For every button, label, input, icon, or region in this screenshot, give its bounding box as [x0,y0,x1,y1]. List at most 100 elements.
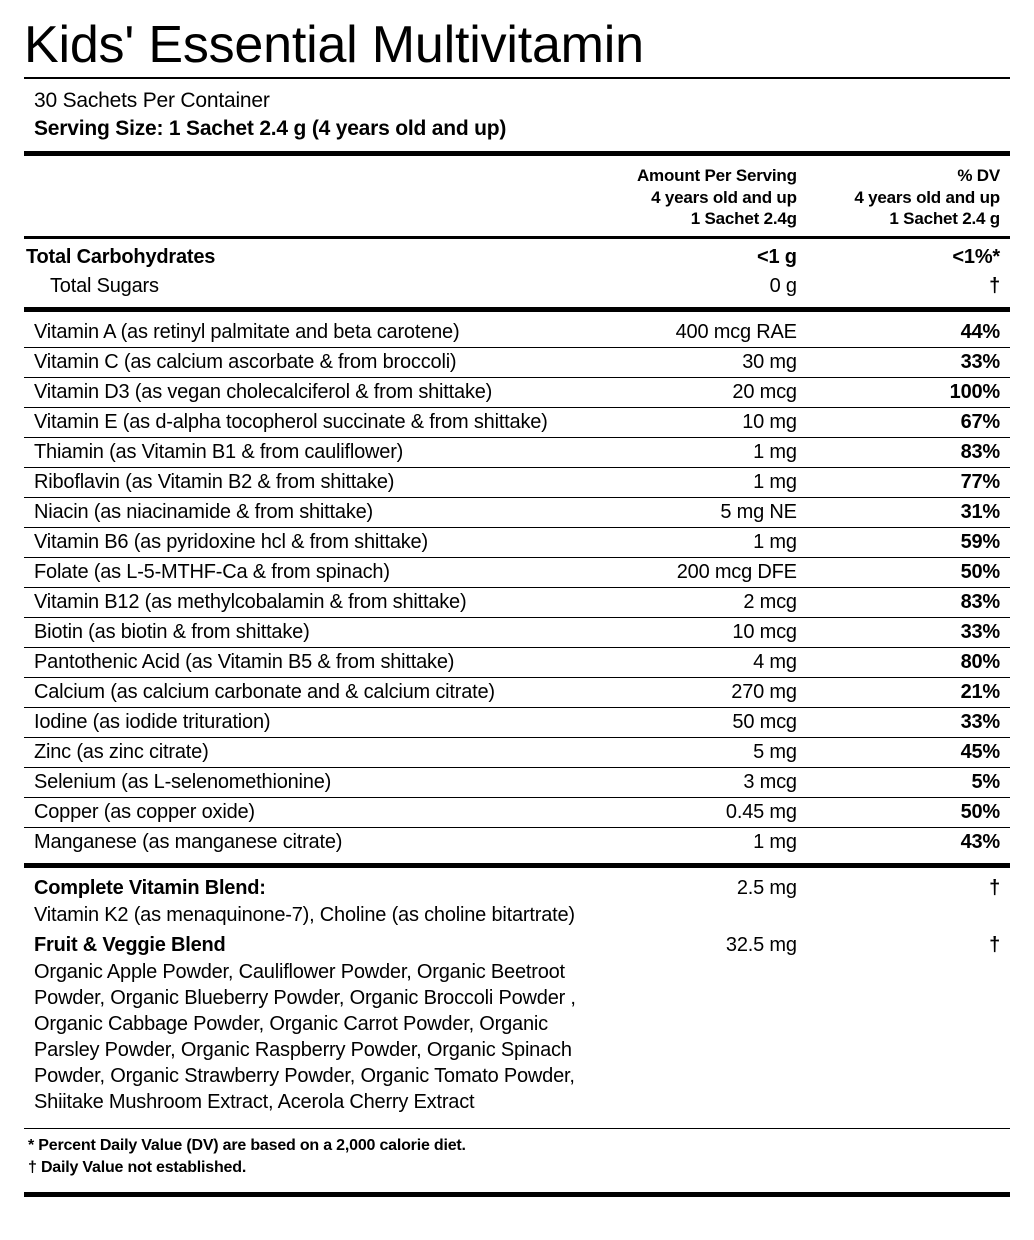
carb-section: Total Carbohydrates<1 g<1%*Total Sugars0… [24,243,1010,301]
nutrient-dv: 21% [813,678,1010,708]
nutrient-name: Total Carbohydrates [24,243,596,272]
nutrient-name: Folate (as L-5-MTHF-Ca & from spinach) [24,558,596,588]
nutrient-amount: 0 g [596,272,813,301]
nutrient-name: Vitamin C (as calcium ascorbate & from b… [24,348,596,378]
nutrient-dv: 5% [813,768,1010,798]
nutrient-dv: 59% [813,528,1010,558]
nutrient-amount: <1 g [596,243,813,272]
table-row: Iodine (as iodide trituration)50 mcg33% [24,708,1010,738]
nutrient-amount: 3 mcg [596,768,813,798]
amount-header: Amount Per Serving 4 years old and up 1 … [596,162,813,232]
nutrient-amount: 200 mcg DFE [596,558,813,588]
blend-amount: 2.5 mg [596,874,813,931]
nutrient-amount: 270 mg [596,678,813,708]
table-row: Vitamin B12 (as methylcobalamin & from s… [24,588,1010,618]
nutrient-name: Pantothenic Acid (as Vitamin B5 & from s… [24,648,596,678]
nutrient-dv: 80% [813,648,1010,678]
nutrient-dv: 44% [813,318,1010,348]
nutrient-name: Total Sugars [24,272,596,301]
divider [24,236,1010,239]
nutrient-amount: 1 mg [596,468,813,498]
blend-dv: † [813,931,1010,1118]
table-row: Total Carbohydrates<1 g<1%* [24,243,1010,272]
table-row: Riboflavin (as Vitamin B2 & from shittak… [24,468,1010,498]
nutrient-amount: 4 mg [596,648,813,678]
blend-name: Fruit & Veggie BlendOrganic Apple Powder… [24,931,596,1118]
column-headers: Amount Per Serving 4 years old and up 1 … [24,162,1010,232]
nutrient-amount: 400 mcg RAE [596,318,813,348]
table-row: Niacin (as niacinamide & from shittake)5… [24,498,1010,528]
nutrient-name: Manganese (as manganese citrate) [24,828,596,858]
nutrient-dv: 45% [813,738,1010,768]
nutrient-name: Niacin (as niacinamide & from shittake) [24,498,596,528]
nutrient-dv: 43% [813,828,1010,858]
nutrient-rows: Vitamin A (as retinyl palmitate and beta… [24,318,1010,857]
nutrient-name: Iodine (as iodide trituration) [24,708,596,738]
table-row: Pantothenic Acid (as Vitamin B5 & from s… [24,648,1010,678]
nutrient-name: Selenium (as L-selenomethionine) [24,768,596,798]
nutrient-name: Vitamin B12 (as methylcobalamin & from s… [24,588,596,618]
nutrient-amount: 50 mcg [596,708,813,738]
table-row: Zinc (as zinc citrate)5 mg45% [24,738,1010,768]
table-row: Thiamin (as Vitamin B1 & from cauliflowe… [24,438,1010,468]
nutrient-name: Vitamin A (as retinyl palmitate and beta… [24,318,596,348]
nutrient-name: Calcium (as calcium carbonate and & calc… [24,678,596,708]
nutrient-dv: 33% [813,348,1010,378]
nutrient-amount: 10 mcg [596,618,813,648]
nutrient-name: Vitamin D3 (as vegan cholecalciferol & f… [24,378,596,408]
nutrient-dv: 33% [813,708,1010,738]
table-row: Manganese (as manganese citrate)1 mg43% [24,828,1010,858]
divider [24,863,1010,868]
nutrient-dv: 67% [813,408,1010,438]
divider [24,151,1010,156]
table-row: Vitamin D3 (as vegan cholecalciferol & f… [24,378,1010,408]
nutrient-amount: 10 mg [596,408,813,438]
serving-info: 30 Sachets Per Container Serving Size: 1… [24,85,1010,146]
nutrient-dv: 33% [813,618,1010,648]
table-row: Vitamin A (as retinyl palmitate and beta… [24,318,1010,348]
nutrient-amount: 2 mcg [596,588,813,618]
nutrition-table: Amount Per Serving 4 years old and up 1 … [24,162,1010,232]
table-row: Selenium (as L-selenomethionine)3 mcg5% [24,768,1010,798]
nutrient-dv: 50% [813,798,1010,828]
nutrient-dv: 31% [813,498,1010,528]
blend-dv: † [813,874,1010,931]
nutrient-amount: 1 mg [596,438,813,468]
blend-section: Complete Vitamin Blend:Vitamin K2 (as me… [24,874,1010,1118]
nutrient-dv: † [813,272,1010,301]
nutrient-name: Thiamin (as Vitamin B1 & from cauliflowe… [24,438,596,468]
nutrient-dv: <1%* [813,243,1010,272]
nutrient-amount: 5 mg NE [596,498,813,528]
nutrient-dv: 83% [813,438,1010,468]
nutrient-amount: 5 mg [596,738,813,768]
nutrient-name: Zinc (as zinc citrate) [24,738,596,768]
table-row: Vitamin E (as d-alpha tocopherol succina… [24,408,1010,438]
table-row: Copper (as copper oxide)0.45 mg50% [24,798,1010,828]
nutrient-name: Biotin (as biotin & from shittake) [24,618,596,648]
nutrient-amount: 30 mg [596,348,813,378]
blend-row: Fruit & Veggie BlendOrganic Apple Powder… [24,931,1010,1118]
table-row: Biotin (as biotin & from shittake)10 mcg… [24,618,1010,648]
table-row: Folate (as L-5-MTHF-Ca & from spinach)20… [24,558,1010,588]
product-title: Kids' Essential Multivitamin [24,18,1010,73]
divider [24,307,1010,312]
nutrient-amount: 20 mcg [596,378,813,408]
footnote-dagger: † Daily Value not established. [28,1157,1006,1179]
nutrient-amount: 1 mg [596,828,813,858]
nutrient-dv: 83% [813,588,1010,618]
nutrient-dv: 100% [813,378,1010,408]
table-row: Vitamin C (as calcium ascorbate & from b… [24,348,1010,378]
nutrient-name: Copper (as copper oxide) [24,798,596,828]
nutrient-amount: 1 mg [596,528,813,558]
sachets-per-container: 30 Sachets Per Container [34,87,1000,115]
footnote-dv: * Percent Daily Value (DV) are based on … [28,1135,1006,1157]
nutrient-dv: 50% [813,558,1010,588]
serving-size: Serving Size: 1 Sachet 2.4 g (4 years ol… [34,115,1000,143]
table-row: Calcium (as calcium carbonate and & calc… [24,678,1010,708]
blend-amount: 32.5 mg [596,931,813,1118]
nutrient-name: Vitamin E (as d-alpha tocopherol succina… [24,408,596,438]
footnotes: * Percent Daily Value (DV) are based on … [24,1129,1010,1186]
nutrient-name: Riboflavin (as Vitamin B2 & from shittak… [24,468,596,498]
table-row: Total Sugars0 g† [24,272,1010,301]
divider [24,1192,1010,1197]
